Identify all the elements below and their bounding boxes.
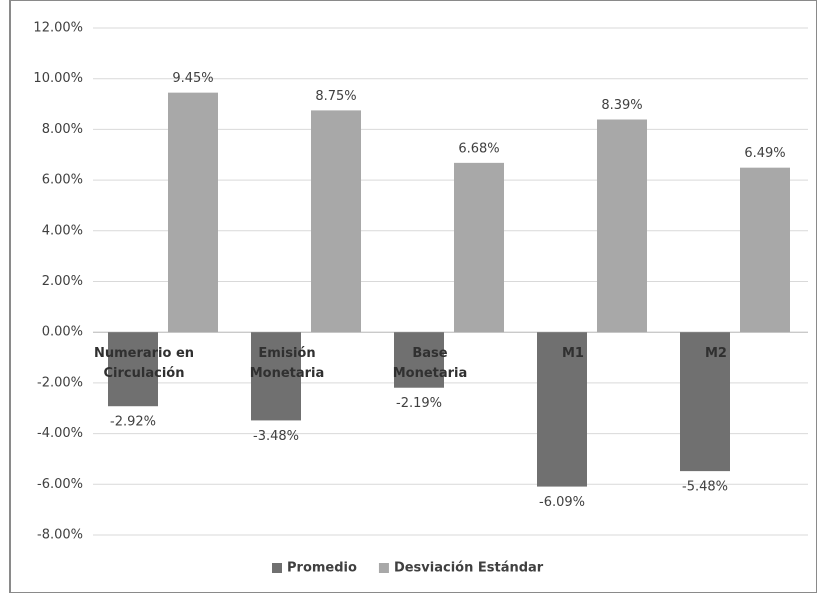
value-label: 9.45% <box>172 71 213 86</box>
legend-swatch <box>378 563 389 573</box>
bar <box>740 167 790 333</box>
y-tick-label: 0.00% <box>42 325 83 340</box>
x-tick-label-box: Emisión Monetaria <box>249 346 325 382</box>
bar <box>311 110 361 333</box>
y-tick-label: -6.00% <box>37 477 83 492</box>
chart-border <box>9 0 817 593</box>
x-tick-label: Base Monetaria <box>392 346 468 382</box>
legend-swatch <box>272 563 282 573</box>
legend-label: Desviación Estándar <box>394 561 544 576</box>
y-tick-label: 2.00% <box>42 274 83 289</box>
x-tick-label: Emisión Monetaria <box>249 346 325 382</box>
x-tick-label: M1 <box>562 346 584 362</box>
bar <box>537 332 587 487</box>
x-tick-label: Numerario en Circulación <box>93 346 195 382</box>
value-label: -2.92% <box>110 415 156 430</box>
y-tick-label: 8.00% <box>42 122 83 137</box>
x-tick-label-box: Numerario en Circulación <box>93 346 195 382</box>
x-tick-label-box: Base Monetaria <box>392 346 468 382</box>
legend-label: Promedio <box>287 561 357 576</box>
y-tick-label: -2.00% <box>37 375 83 390</box>
y-tick-label: -8.00% <box>37 528 83 543</box>
bar <box>597 119 647 333</box>
y-tick-label: -4.00% <box>37 426 83 441</box>
value-label: -6.09% <box>539 495 585 510</box>
x-tick-label-box: M1 <box>562 346 584 362</box>
value-label: 6.68% <box>458 141 499 156</box>
y-tick-label: 6.00% <box>42 173 83 188</box>
y-tick-label: 4.00% <box>42 223 83 238</box>
value-label: -3.48% <box>253 429 299 444</box>
bar <box>251 332 301 421</box>
y-tick-label: 10.00% <box>33 71 83 86</box>
bar <box>168 92 218 333</box>
value-label: 8.39% <box>601 98 642 113</box>
x-tick-label: M2 <box>705 346 727 362</box>
bar <box>108 332 158 407</box>
bar <box>394 332 444 388</box>
value-label: -2.19% <box>396 396 442 411</box>
value-label: 8.75% <box>315 89 356 104</box>
bar <box>454 162 504 333</box>
bar <box>680 332 730 472</box>
x-tick-label-box: M2 <box>705 346 727 362</box>
value-label: 6.49% <box>744 146 785 161</box>
legend: Promedio Desviación Estándar <box>272 561 544 576</box>
value-label: -5.48% <box>682 480 728 495</box>
y-tick-label: 12.00% <box>33 21 83 36</box>
